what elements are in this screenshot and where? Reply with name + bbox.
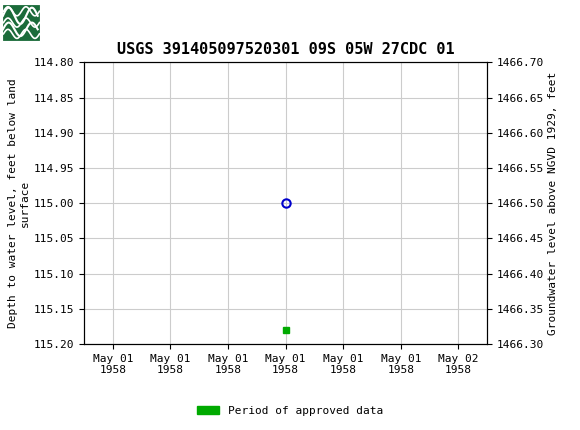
FancyBboxPatch shape: [2, 3, 41, 42]
Y-axis label: Depth to water level, feet below land
surface: Depth to water level, feet below land su…: [8, 78, 30, 328]
Y-axis label: Groundwater level above NGVD 1929, feet: Groundwater level above NGVD 1929, feet: [548, 71, 559, 335]
Title: USGS 391405097520301 09S 05W 27CDC 01: USGS 391405097520301 09S 05W 27CDC 01: [117, 42, 455, 57]
Bar: [2, 3, 41, 42]
Text: USGS: USGS: [48, 14, 103, 31]
Legend: Period of approved data: Period of approved data: [193, 401, 387, 420]
